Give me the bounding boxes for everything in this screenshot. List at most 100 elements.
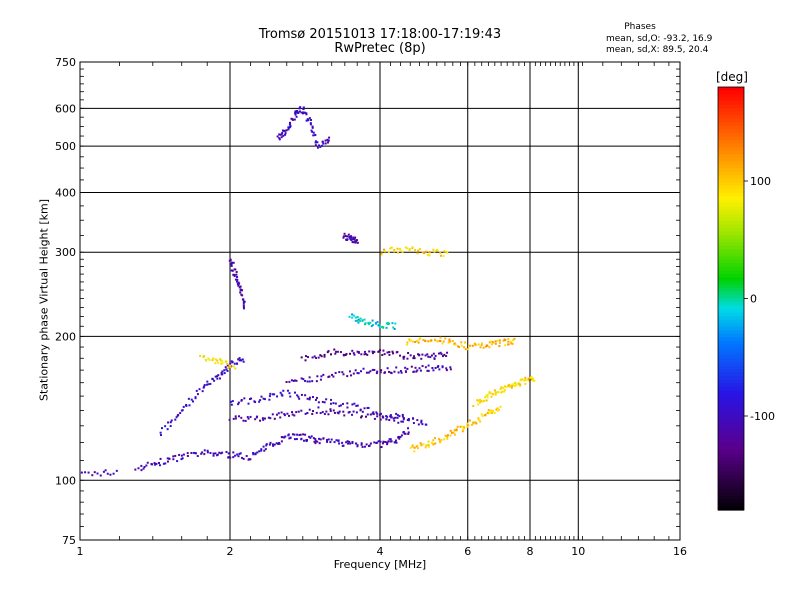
echo-point xyxy=(327,139,330,142)
echo-point xyxy=(311,125,314,128)
colorbar-tick-label: -100 xyxy=(750,410,775,423)
echo-point xyxy=(345,352,348,355)
echo-point xyxy=(293,433,296,436)
echo-point xyxy=(514,381,517,384)
echo-point xyxy=(363,353,366,356)
echo-point xyxy=(361,445,364,448)
echo-point xyxy=(363,350,366,353)
echo-point xyxy=(415,445,418,448)
echo-point xyxy=(385,418,388,421)
echo-point xyxy=(406,367,409,370)
echo-point xyxy=(348,370,351,373)
echo-point xyxy=(164,425,167,428)
echo-point xyxy=(366,406,369,409)
echo-point xyxy=(276,135,279,138)
echo-point xyxy=(247,458,250,461)
echo-point xyxy=(288,392,291,395)
echo-point xyxy=(511,385,514,388)
echo-point xyxy=(355,239,358,242)
echo-point xyxy=(314,140,317,143)
echo-point xyxy=(289,395,292,398)
echo-point xyxy=(490,392,493,395)
echo-point xyxy=(280,440,283,443)
echo-point xyxy=(220,371,223,374)
echo-point xyxy=(234,278,237,281)
echo-point xyxy=(275,413,278,416)
echo-point xyxy=(462,425,465,428)
y-tick-label: 400 xyxy=(55,186,76,199)
colorbar-segment xyxy=(718,143,744,148)
echo-point xyxy=(439,340,442,343)
echo-point xyxy=(338,410,341,413)
echo-point xyxy=(454,433,457,436)
colorbar-segment xyxy=(718,125,744,130)
echo-point xyxy=(385,326,388,329)
echo-point xyxy=(203,354,206,357)
echo-point xyxy=(219,359,222,362)
echo-point xyxy=(277,412,280,415)
echo-point xyxy=(203,449,206,452)
echo-point xyxy=(283,414,286,417)
echo-point xyxy=(166,428,169,431)
echo-point xyxy=(351,413,354,416)
x-tick-label: 10 xyxy=(571,545,585,558)
echo-point xyxy=(394,439,397,442)
echo-point xyxy=(306,397,309,400)
y-axis-label: Stationary phase Virtual Height [km] xyxy=(37,198,51,402)
echo-point xyxy=(190,398,193,401)
colorbar-segment xyxy=(718,397,744,402)
echo-point xyxy=(444,337,447,340)
echo-point xyxy=(421,251,424,254)
echo-point xyxy=(159,434,162,437)
echo-point xyxy=(304,433,307,436)
echo-point xyxy=(205,358,208,361)
echo-point xyxy=(317,406,320,409)
echo-point xyxy=(364,322,367,325)
echo-point xyxy=(446,251,449,254)
echo-point xyxy=(394,322,397,325)
echo-point xyxy=(289,125,292,128)
echo-point xyxy=(430,354,433,357)
echo-point xyxy=(378,325,381,328)
echo-point xyxy=(330,398,333,401)
echo-point xyxy=(293,391,296,394)
echo-point xyxy=(265,443,268,446)
echo-point xyxy=(223,372,226,375)
echo-point xyxy=(357,318,360,321)
echo-point xyxy=(344,353,347,356)
echo-point xyxy=(399,370,402,373)
echo-point xyxy=(377,350,380,353)
echo-point xyxy=(344,235,347,238)
echo-point xyxy=(272,444,275,447)
echo-point xyxy=(382,349,385,352)
echo-point xyxy=(401,413,404,416)
colorbar-segment xyxy=(718,280,744,285)
echo-point xyxy=(342,373,345,376)
echo-point xyxy=(356,319,359,322)
echo-point xyxy=(400,371,403,374)
echo-point xyxy=(503,390,506,393)
echo-point xyxy=(194,452,197,455)
echo-point xyxy=(214,375,217,378)
echo-point xyxy=(409,339,412,342)
colorbar-segment xyxy=(718,146,744,152)
colorbar-segment xyxy=(718,259,744,264)
echo-point xyxy=(483,399,486,402)
echo-point xyxy=(350,238,353,241)
echo-point xyxy=(364,415,367,418)
echo-point xyxy=(334,402,337,405)
colorbar-segment xyxy=(718,432,744,437)
echo-point xyxy=(319,412,322,415)
echo-point xyxy=(242,360,245,363)
echo-point xyxy=(264,448,267,451)
echo-point xyxy=(186,452,189,455)
echo-point xyxy=(519,384,522,387)
y-tick-label: 75 xyxy=(62,534,76,547)
echo-point xyxy=(209,382,212,385)
echo-point xyxy=(424,354,427,357)
colorbar-segment xyxy=(718,182,744,187)
colorbar-segment xyxy=(718,122,744,127)
echo-point xyxy=(404,366,407,369)
echo-point xyxy=(354,369,357,372)
echo-point xyxy=(440,439,443,442)
